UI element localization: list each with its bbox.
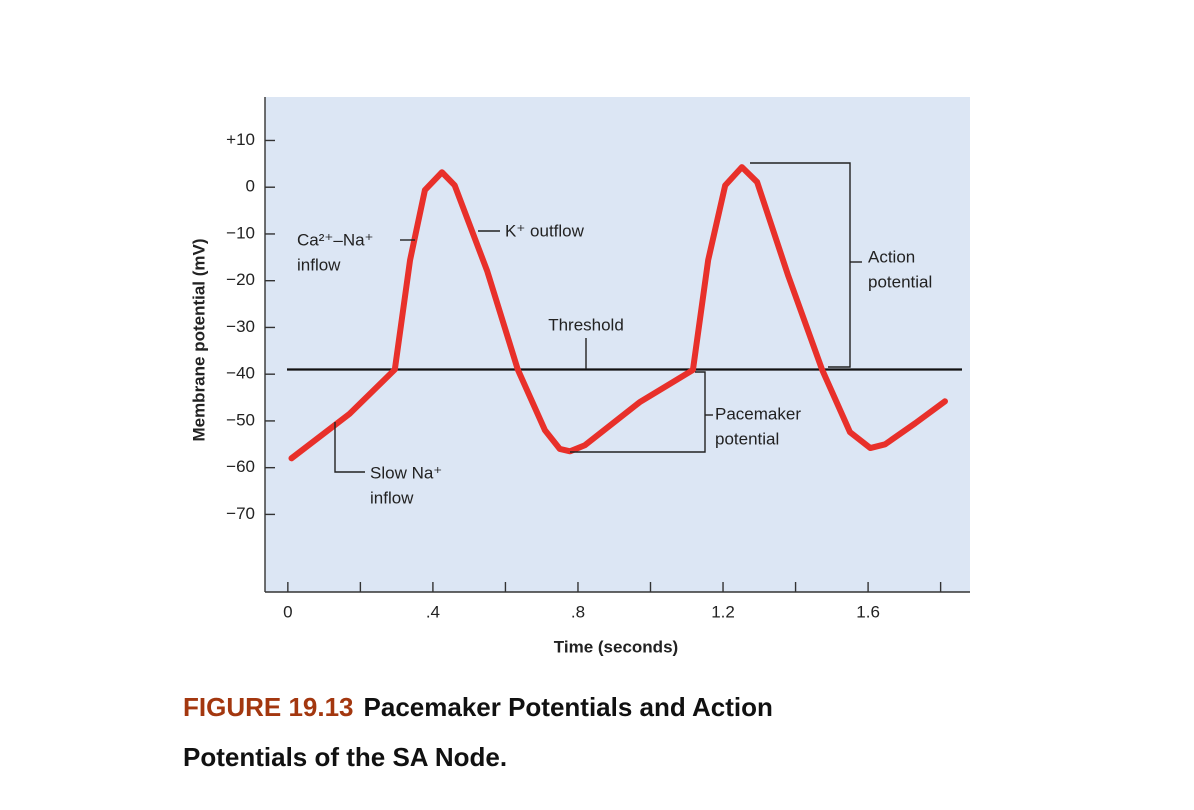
annotation: Slow Na⁺ — [370, 463, 442, 482]
x-tick-label: .4 — [426, 602, 440, 621]
annotation: potential — [868, 272, 932, 291]
annotation: K⁺ outflow — [505, 221, 585, 240]
x-tick-label: .8 — [571, 602, 585, 621]
y-tick-label: −20 — [226, 270, 255, 289]
figure-label: FIGURE 19.13 — [183, 692, 354, 722]
annotation: inflow — [297, 255, 341, 274]
y-tick-label: 0 — [246, 177, 255, 196]
chart-title: Pacemaker Potentials and Action Potentia… — [183, 692, 773, 772]
y-tick-label: −50 — [226, 410, 255, 429]
annotation-leaders — [334, 162, 862, 473]
y-tick-label: −10 — [226, 223, 255, 242]
annotation: Pacemaker — [715, 404, 801, 423]
y-tick-label: +10 — [226, 130, 255, 149]
annotation: Threshold — [548, 315, 624, 334]
annotation: inflow — [370, 488, 414, 507]
annotation: potential — [715, 429, 779, 448]
y-tick-label: −60 — [226, 457, 255, 476]
x-tick-label: 0 — [283, 602, 292, 621]
annotation: Action — [868, 247, 915, 266]
x-axis-label: Time (seconds) — [554, 637, 678, 656]
x-tick-label: 1.6 — [856, 602, 880, 621]
plot-background — [265, 97, 970, 592]
y-tick-label: −40 — [226, 364, 255, 383]
chart: Membrane potential (mV) Time (seconds) +… — [189, 97, 970, 656]
y-axis-label: Membrane potential (mV) — [189, 238, 208, 441]
caption: FIGURE 19.13 Pacemaker Potentials and Act… — [183, 682, 903, 782]
potential-line — [288, 164, 948, 462]
y-tick-label: −30 — [226, 317, 255, 336]
y-tick-label: −70 — [226, 504, 255, 523]
x-tick-label: 1.2 — [711, 602, 735, 621]
annotation: Ca²⁺–Na⁺ — [297, 230, 374, 249]
